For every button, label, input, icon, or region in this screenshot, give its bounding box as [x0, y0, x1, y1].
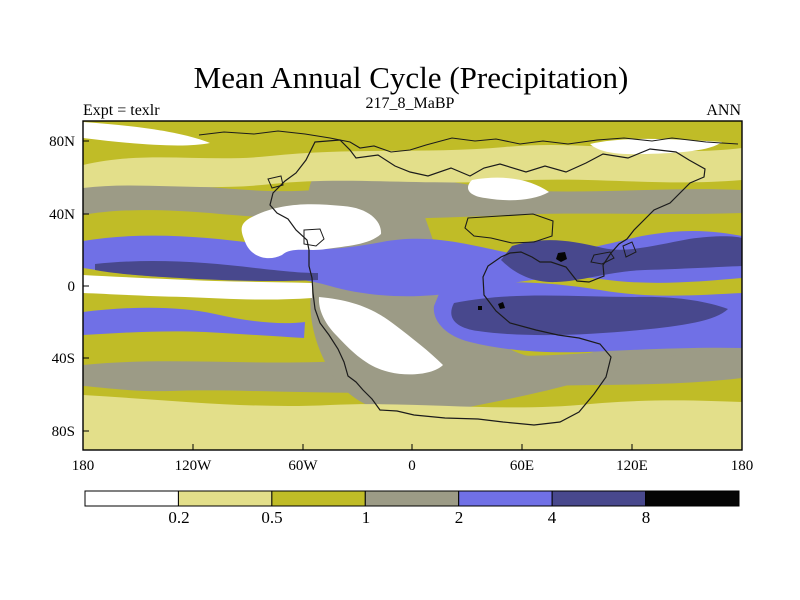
- northern-itcz-moderate-band: [83, 230, 742, 297]
- x-tick-label-120w: 120W: [175, 458, 213, 474]
- x-tick-label-180-west: 180: [72, 458, 95, 474]
- legend-label-8: 8: [642, 508, 651, 527]
- legend-swatch-2: [177, 490, 273, 507]
- y-tick-label-40s: 40S: [52, 351, 75, 367]
- very-wet-ocean-spot-2: [478, 306, 482, 310]
- y-tick-label-80s: 80S: [52, 424, 75, 440]
- legend-label-4: 4: [548, 508, 557, 527]
- y-tick-label-0: 0: [68, 279, 76, 295]
- legend-frame: [84, 490, 740, 507]
- legend-label-0-5: 0.5: [261, 508, 282, 527]
- asian-monsoon-heavy-region: [501, 236, 742, 283]
- x-tick-label-60e: 60E: [510, 458, 534, 474]
- northern-itcz-heavy-band: [95, 261, 318, 282]
- precipitation-plot-area: [83, 121, 742, 450]
- age-label: 217_8_MaBP: [366, 95, 455, 112]
- latitude-ticks: 80N 40N 0 40S 80S: [49, 134, 89, 440]
- legend-label-0-2: 0.2: [168, 508, 189, 527]
- northern-polar-landmass-outline: [198, 130, 739, 153]
- paleocontinent-coastline: [269, 139, 706, 426]
- precipitation-legend: 0.2 0.5 1 2 4 8: [84, 490, 740, 527]
- northern-light-band: [83, 144, 742, 188]
- legend-swatch-4: [364, 490, 460, 507]
- eastern-island-outline: [590, 251, 615, 265]
- legend-label-1: 1: [362, 508, 371, 527]
- northern-desert-dry-zone: [241, 204, 382, 259]
- legend-swatch-5: [458, 490, 553, 507]
- figure-title: Mean Annual Cycle (Precipitation): [194, 60, 629, 95]
- x-tick-label-180-east: 180: [731, 458, 754, 474]
- west-coast-peninsula-outline: [267, 175, 284, 189]
- x-tick-label-60w: 60W: [288, 458, 318, 474]
- legend-swatch-6: [551, 490, 647, 507]
- southern-pacific-moderate-band: [83, 307, 305, 338]
- south-atlantic-dry-zone: [318, 297, 443, 375]
- x-tick-label-0: 0: [408, 458, 416, 474]
- y-tick-label-40n: 40N: [49, 207, 75, 223]
- experiment-label: Expt = texlr: [83, 102, 160, 119]
- y-tick-label-80n: 80N: [49, 134, 75, 150]
- eurasia-dry-patch: [468, 177, 549, 201]
- legend-swatch-3: [271, 490, 366, 507]
- asian-inland-sea-outline: [464, 213, 554, 244]
- longitude-ticks: 180 120W 60W 0 60E 120E 180: [72, 444, 754, 474]
- arctic-dry-patch: [590, 138, 722, 155]
- legend-swatches: [84, 490, 740, 507]
- small-lake-outline: [303, 228, 325, 247]
- season-label: ANN: [706, 102, 741, 119]
- pacific-dry-tongue: [83, 275, 312, 300]
- northern-pacific-dry-patch: [83, 122, 210, 146]
- very-wet-ocean-spot-1: [498, 302, 505, 309]
- northern-arc-island-outline: [622, 241, 637, 258]
- legend-swatch-1: [84, 490, 179, 507]
- legend-label-2: 2: [455, 508, 464, 527]
- southern-high-latitude-light-band: [83, 415, 742, 450]
- very-wet-monsoon-spot: [556, 252, 567, 262]
- legend-swatch-7: [645, 490, 740, 507]
- x-tick-label-120e: 120E: [616, 458, 648, 474]
